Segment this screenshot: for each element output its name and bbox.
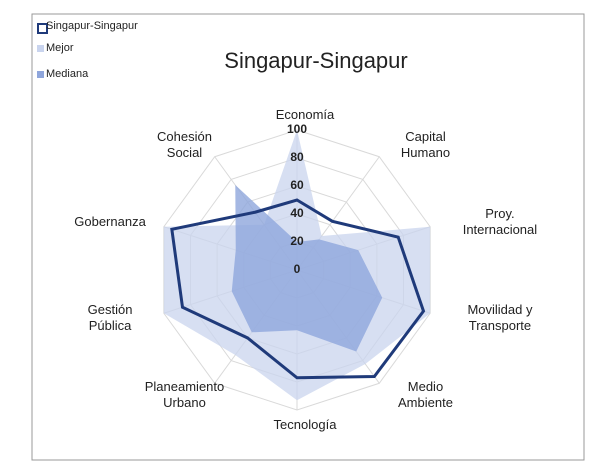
legend-label: Singapur-Singapur	[46, 20, 138, 32]
radar-line	[170, 198, 426, 380]
r-tick-label: 40	[290, 206, 304, 220]
category-label: Capital Humano	[400, 128, 451, 160]
r-tick-label: 20	[290, 234, 304, 248]
legend-swatch	[37, 45, 44, 52]
category-label: Planeamiento Urbano	[144, 379, 225, 411]
legend-swatch	[37, 71, 44, 78]
r-tick-label: 100	[287, 122, 307, 136]
category-label: Proy. Internacional	[462, 206, 538, 238]
category-label: Gestión Pública	[87, 301, 133, 333]
category-label: Movilidad y Transporte	[467, 301, 533, 333]
r-tick-label: 60	[290, 178, 304, 192]
category-label: Cohesión Social	[157, 128, 212, 160]
category-label: Medio Ambiente	[398, 379, 453, 411]
category-label: Economía	[275, 107, 335, 122]
legend-swatch	[37, 23, 48, 34]
legend-label: Mejor	[46, 42, 74, 54]
category-label: Gobernanza	[74, 214, 146, 230]
category-label: Tecnología	[273, 417, 337, 432]
chart-title: Singapur-Singapur	[224, 48, 407, 73]
r-tick-label: 0	[294, 262, 301, 276]
radar-area	[231, 185, 383, 352]
legend-label: Mediana	[46, 68, 89, 80]
r-tick-label: 80	[290, 150, 304, 164]
